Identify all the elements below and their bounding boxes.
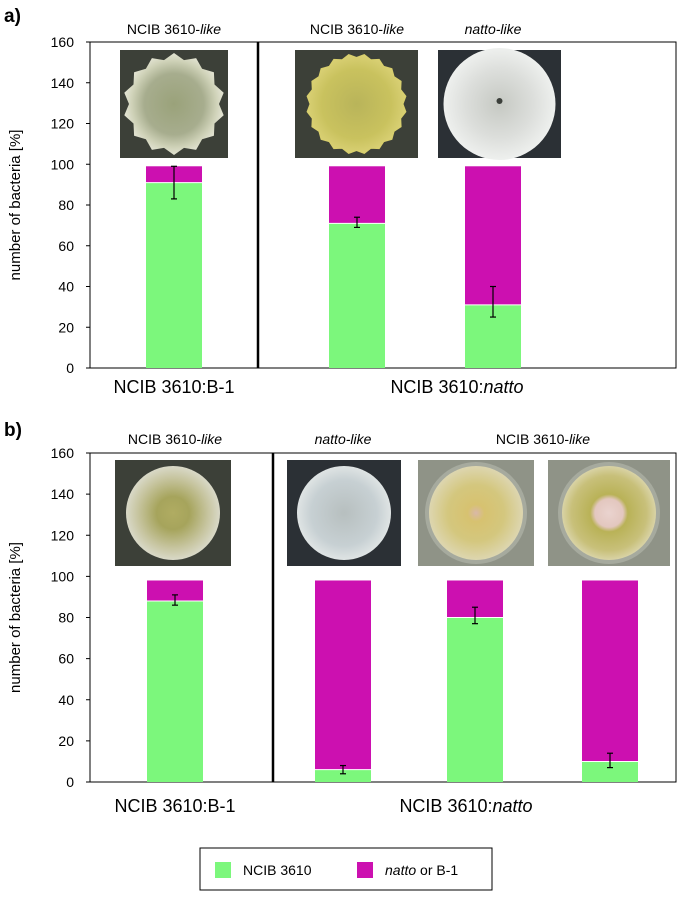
bar-natto-or-b1 bbox=[465, 166, 521, 305]
legend-swatch-ncib bbox=[215, 862, 231, 878]
colony-image bbox=[548, 460, 670, 566]
colony-type-label: natto-like bbox=[315, 431, 372, 447]
colony-type-label: NCIB 3610-like bbox=[128, 431, 222, 447]
bar-natto-or-b1 bbox=[147, 580, 203, 602]
bar-natto-or-b1 bbox=[329, 166, 385, 224]
group-label: NCIB 3610:natto bbox=[390, 377, 523, 397]
y-tick-label: 60 bbox=[58, 651, 74, 667]
legend-label-ncib: NCIB 3610 bbox=[243, 862, 312, 878]
colony-image bbox=[295, 50, 418, 158]
colony-image bbox=[120, 50, 228, 158]
group-label: NCIB 3610:B-1 bbox=[114, 796, 235, 816]
error-bar bbox=[490, 285, 496, 318]
colony-image bbox=[438, 48, 561, 160]
y-tick-label: 80 bbox=[58, 610, 74, 626]
legend-swatch-natto-b1 bbox=[357, 862, 373, 878]
chart-panel-b: b) 0 20 40 60 80 100 120 140 160 number of bacteri… bbox=[4, 420, 677, 816]
error-bar bbox=[472, 606, 478, 625]
error-bar bbox=[171, 165, 177, 200]
colony-type-label-shared: NCIB 3610-like bbox=[496, 431, 590, 447]
error-bar bbox=[340, 764, 346, 775]
group-label: NCIB 3610:B-1 bbox=[113, 377, 234, 397]
bar-ncib-3610 bbox=[147, 601, 203, 782]
bar-ncib-3610 bbox=[315, 769, 371, 782]
colony-image bbox=[418, 460, 534, 566]
y-axis-label: number of bacteria [%] bbox=[7, 542, 24, 693]
y-tick-label: 0 bbox=[66, 360, 74, 376]
y-tick-label: 100 bbox=[51, 568, 75, 584]
legend: NCIB 3610 natto or B-1 bbox=[199, 847, 493, 891]
colony-type-label: NCIB 3610-like bbox=[310, 21, 404, 37]
bar-ncib-3610 bbox=[582, 761, 638, 782]
y-tick-label: 100 bbox=[51, 156, 75, 172]
y-tick-label: 120 bbox=[51, 116, 75, 132]
colony-type-label: natto-like bbox=[465, 21, 522, 37]
y-axis-label: number of bacteria [%] bbox=[7, 130, 24, 281]
error-bar bbox=[607, 752, 613, 769]
legend-label-or-b1: or B-1 bbox=[416, 862, 458, 878]
bar-ncib-3610 bbox=[146, 182, 202, 368]
y-tick-label: 0 bbox=[66, 774, 74, 790]
group-label: NCIB 3610:natto bbox=[399, 796, 532, 816]
error-bar bbox=[172, 594, 178, 606]
colony-image bbox=[287, 460, 401, 566]
legend-label-natto-b1: natto or B-1 bbox=[385, 862, 458, 878]
bar-natto-or-b1 bbox=[315, 580, 371, 770]
y-tick-label: 140 bbox=[51, 75, 75, 91]
y-tick-label: 140 bbox=[51, 486, 75, 502]
y-tick-label: 60 bbox=[58, 238, 74, 254]
colony-image bbox=[115, 460, 231, 566]
chart-panel-a: a) 0 20 40 60 80 100 120 140 160 number of bacteri… bbox=[4, 6, 677, 397]
error-bar bbox=[354, 216, 360, 229]
y-tick-label: 80 bbox=[58, 197, 74, 213]
bar-ncib-3610 bbox=[329, 223, 385, 368]
panel-letter: b) bbox=[4, 420, 22, 441]
bar-natto-or-b1 bbox=[582, 580, 638, 762]
y-tick-label: 40 bbox=[58, 279, 74, 295]
y-tick-label: 160 bbox=[51, 34, 75, 50]
y-tick-label: 20 bbox=[58, 733, 74, 749]
legend-label-natto-italic: natto bbox=[385, 862, 416, 878]
y-tick-label: 20 bbox=[58, 319, 74, 335]
panel-letter: a) bbox=[4, 6, 21, 27]
y-tick-label: 120 bbox=[51, 527, 75, 543]
colony-type-label: NCIB 3610-like bbox=[127, 21, 221, 37]
y-tick-label: 160 bbox=[51, 445, 75, 461]
bar-ncib-3610 bbox=[447, 617, 503, 782]
y-tick-label: 40 bbox=[58, 692, 74, 708]
legend-box bbox=[199, 847, 493, 891]
